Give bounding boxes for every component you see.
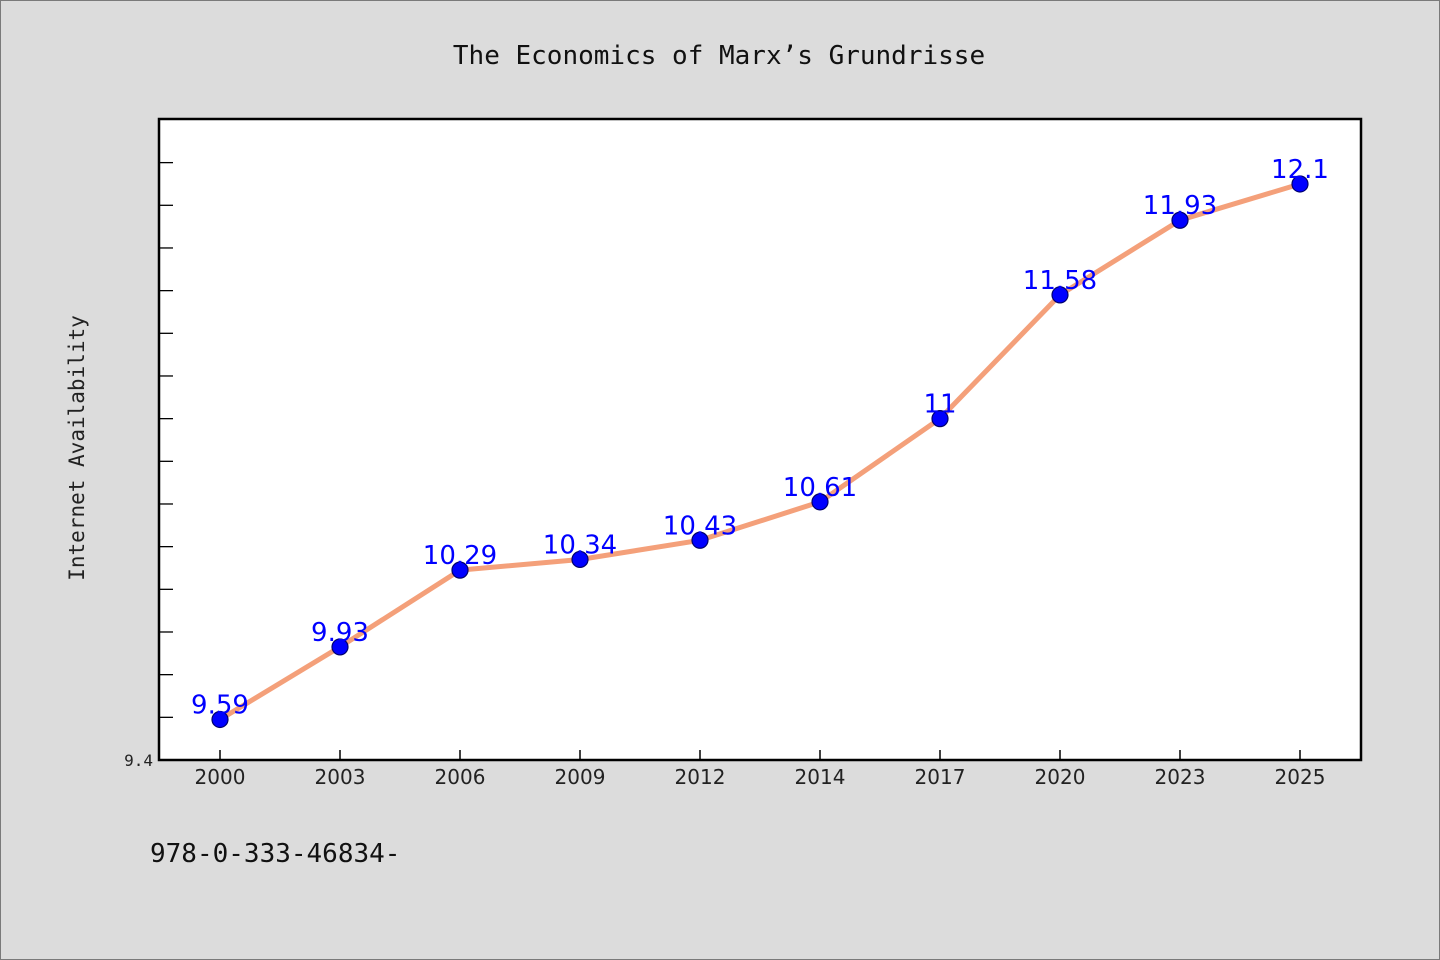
data-labels: 9.59 9.93 10.29 10.34 10.43 10.61 11 11.58 11.93…	[191, 155, 1329, 720]
series-line	[217, 181, 1303, 722]
data-label: 10.29	[423, 541, 497, 571]
x-tick-labels: 2000 2003 2006 2009 2012 2014 2017 2020 2023 2025	[195, 765, 1326, 789]
data-point	[1291, 175, 1309, 193]
data-label: 9.93	[311, 618, 369, 648]
x-tick-label: 2000	[195, 765, 246, 789]
data-point	[211, 710, 229, 729]
x-tick-label: 2003	[315, 765, 366, 789]
plot-area	[157, 117, 1363, 762]
data-label: 11	[923, 390, 956, 420]
data-point	[571, 550, 589, 569]
x-tick-label: 2012	[675, 765, 726, 789]
data-label: 12.1	[1271, 155, 1329, 185]
x-axis-ticks	[219, 750, 1301, 760]
y-axis-ticks	[159, 161, 173, 761]
x-tick-label: 2025	[1275, 765, 1326, 789]
data-label: 10.61	[783, 473, 857, 503]
data-point	[691, 531, 709, 549]
data-label: 9.59	[191, 690, 249, 720]
data-label: 11.58	[1023, 266, 1097, 296]
data-markers	[211, 175, 1309, 729]
footer-isbn: 978-0-333-46834-	[150, 839, 400, 869]
data-label: 11.93	[1143, 191, 1217, 221]
data-label: 10.34	[543, 530, 617, 560]
chart-title: The Economics of Marx’s Grundrisse	[453, 41, 985, 71]
x-tick-label: 2006	[435, 765, 486, 789]
x-tick-label: 2020	[1035, 765, 1086, 789]
y-tick-label: 9.4	[124, 751, 153, 770]
data-point	[1171, 211, 1189, 229]
y-tick-labels: 9.4	[124, 751, 153, 770]
data-label: 10.43	[663, 511, 737, 541]
data-point	[1051, 286, 1069, 304]
series-lines	[217, 181, 1303, 722]
x-tick-label: 2023	[1155, 765, 1206, 789]
data-point	[811, 493, 829, 511]
x-tick-label: 2009	[555, 765, 606, 789]
y-axis-label: Internet Availability	[65, 315, 89, 581]
data-point	[931, 410, 949, 428]
x-tick-label: 2014	[795, 765, 846, 789]
x-tick-label: 2017	[915, 765, 966, 789]
data-point	[331, 638, 349, 656]
data-point	[451, 561, 469, 579]
